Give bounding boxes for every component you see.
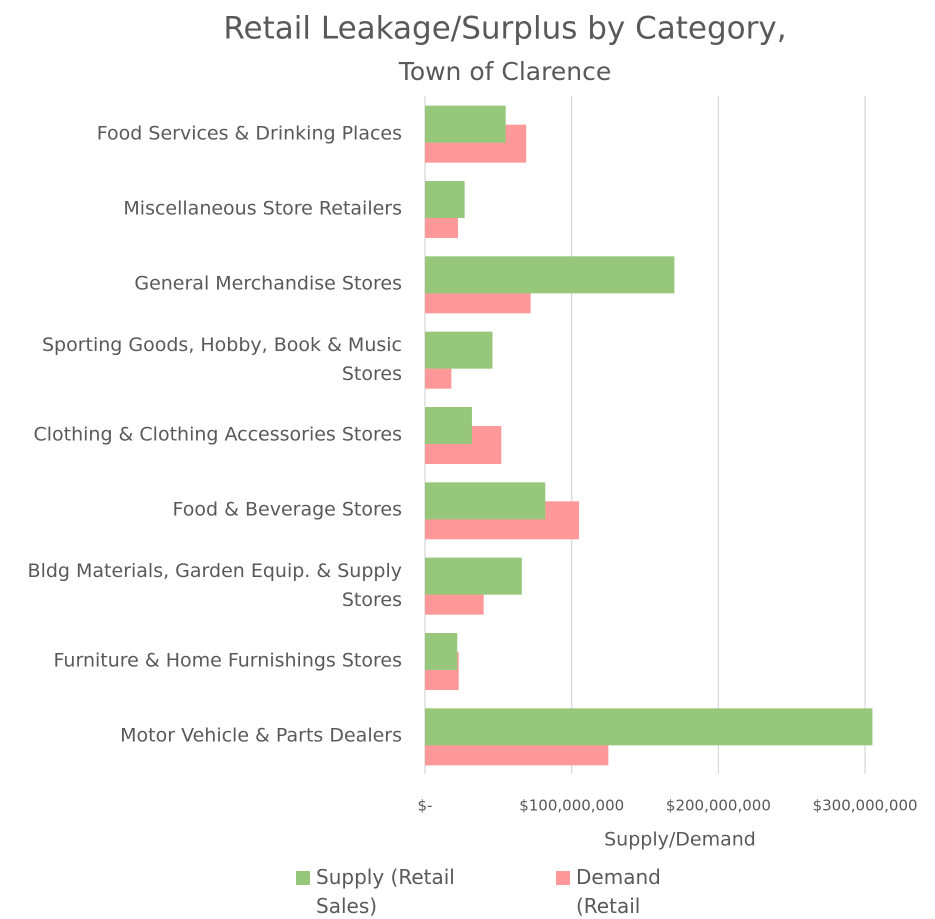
bar <box>425 708 873 746</box>
category-label: Bldg Materials, Garden Equip. & Supply S… <box>27 559 402 611</box>
x-tick-label: $200,000,000 <box>666 797 771 815</box>
bar <box>425 407 472 444</box>
category-label: Clothing & Clothing Accessories Stores <box>33 423 402 446</box>
category-label: Furniture & Home Furnishings Stores <box>53 649 402 672</box>
bar <box>425 633 458 670</box>
bar <box>425 105 506 143</box>
legend-item: Supply (Retail Sales) <box>296 863 466 919</box>
bar <box>425 557 522 595</box>
chart-title: Retail Leakage/Surplus by Category, <box>223 11 786 47</box>
legend-swatch <box>296 871 310 885</box>
x-tick-label: $- <box>418 797 433 815</box>
bar <box>425 256 675 294</box>
category-label: General Merchandise Stores <box>134 272 402 295</box>
category-label: Food & Beverage Stores <box>172 498 402 521</box>
legend-label: Supply (Retail Sales) <box>316 865 455 918</box>
legend-item: Demand (Retail Potential) <box>556 863 726 919</box>
bar <box>425 482 546 520</box>
category-label: Miscellaneous Store Retailers <box>123 197 402 220</box>
x-axis-title: Supply/Demand <box>604 829 756 851</box>
x-tick-label: $100,000,000 <box>519 797 624 815</box>
x-tick-label: $300,000,000 <box>813 797 918 815</box>
category-label: Motor Vehicle & Parts Dealers <box>120 724 402 747</box>
bar <box>425 331 493 369</box>
legend-swatch <box>556 871 570 885</box>
chart-subtitle: Town of Clarence <box>398 57 611 86</box>
bar <box>425 181 465 218</box>
category-label: Sporting Goods, Hobby, Book & Music Stor… <box>41 333 402 385</box>
category-label: Food Services & Drinking Places <box>96 122 402 145</box>
legend-label: Demand (Retail Potential) <box>576 865 661 918</box>
